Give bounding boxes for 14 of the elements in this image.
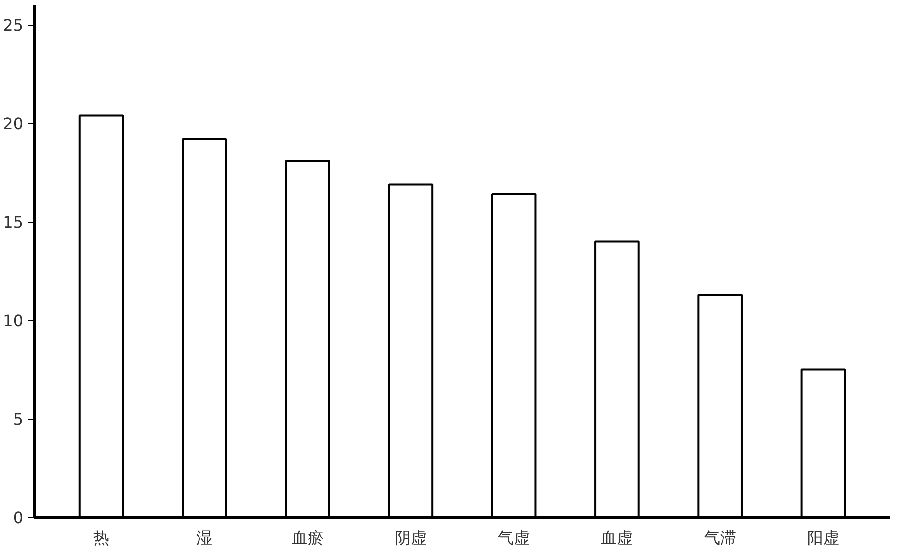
x-tick-label: 阴虚 <box>394 528 427 548</box>
y-tick-label: 15 <box>3 213 24 232</box>
y-tick-label: 10 <box>3 312 24 331</box>
x-tick-label: 热 <box>94 528 110 548</box>
x-tick-label: 血虚 <box>601 528 634 548</box>
y-tick-label: 25 <box>3 16 24 36</box>
x-tick-label: 气滞 <box>704 528 736 548</box>
x-tick-label: 阳虚 <box>807 528 840 548</box>
y-tick-label: 20 <box>3 114 24 134</box>
y-tick-label: 0 <box>13 508 24 528</box>
x-tick-label: 湿 <box>196 528 213 548</box>
x-tick-label: 血瘀 <box>292 528 324 548</box>
y-tick-label: 5 <box>13 410 24 430</box>
x-tick-label: 气虚 <box>498 528 530 548</box>
